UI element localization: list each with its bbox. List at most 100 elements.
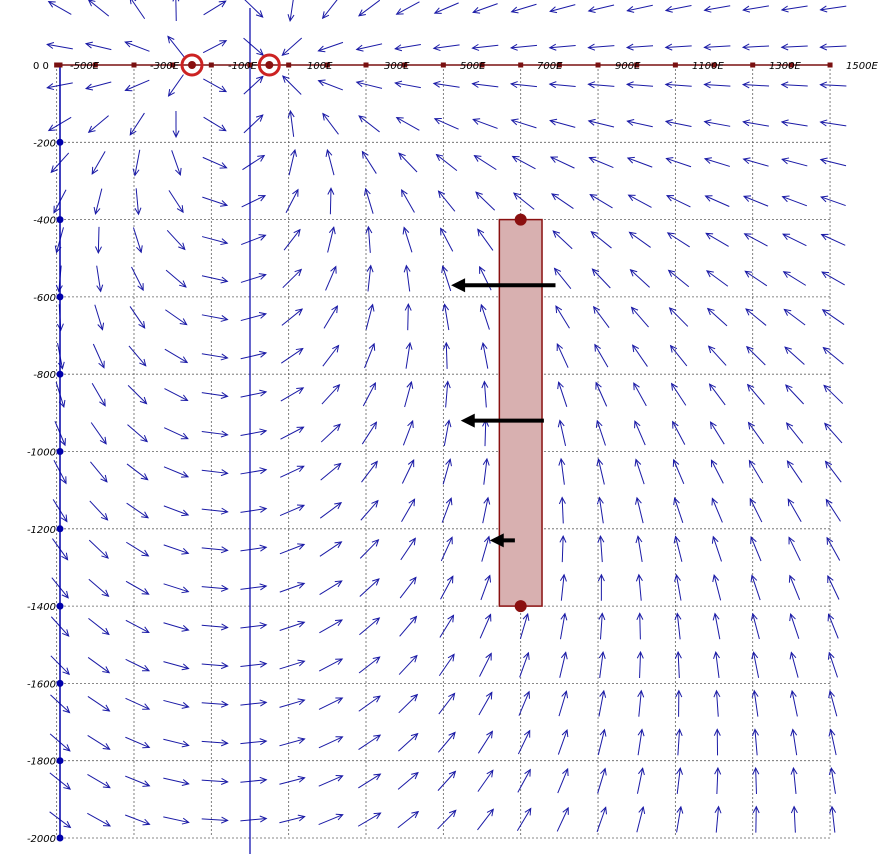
- field-arrow: [637, 613, 643, 639]
- y-tick-label: -2000: [27, 834, 56, 845]
- field-arrow: [482, 537, 490, 562]
- field-arrow: [240, 700, 266, 706]
- field-arrow: [126, 620, 149, 632]
- field-arrow-shaft: [88, 735, 110, 749]
- field-arrow-shaft: [785, 347, 804, 364]
- field-arrow: [319, 737, 343, 748]
- field-arrow: [88, 696, 110, 711]
- field-arrow: [822, 272, 845, 285]
- force-arrow-head: [451, 278, 465, 292]
- field-arrow-shaft: [167, 230, 185, 249]
- field-arrow-shaft: [397, 118, 420, 131]
- field-arrow: [397, 2, 420, 14]
- y-tick-label: -1400: [27, 602, 56, 613]
- field-arrow-shaft: [323, 346, 339, 367]
- field-arrow: [358, 774, 380, 788]
- field-arrow: [165, 310, 186, 325]
- field-arrow-shaft: [632, 307, 649, 327]
- field-arrow-head: [103, 705, 110, 711]
- field-arrow: [169, 75, 184, 96]
- field-arrow: [58, 343, 65, 369]
- field-arrow-shaft: [358, 813, 380, 826]
- field-arrow-shaft: [98, 227, 99, 253]
- field-arrow: [627, 120, 652, 127]
- field-arrow: [675, 575, 681, 601]
- field-arrow: [552, 194, 573, 209]
- field-arrow: [203, 79, 226, 92]
- field-arrow: [637, 652, 643, 678]
- field-arrow: [244, 115, 263, 133]
- field-arrow: [787, 461, 802, 483]
- field-arrow: [825, 423, 842, 442]
- field-arrow: [712, 537, 721, 562]
- field-arrow: [164, 389, 187, 401]
- field-arrow: [743, 44, 769, 50]
- field-arrow: [782, 158, 807, 166]
- field-arrow-shaft: [674, 460, 684, 484]
- field-arrow: [241, 274, 266, 283]
- field-arrow: [715, 807, 721, 833]
- field-arrow: [164, 428, 188, 439]
- field-arrow: [126, 659, 149, 670]
- field-arrow: [591, 232, 611, 248]
- electrode-center: [265, 61, 273, 69]
- field-arrow: [202, 585, 228, 591]
- field-arrow-shaft: [125, 815, 149, 824]
- field-arrow: [481, 343, 488, 369]
- field-arrow: [282, 309, 302, 325]
- field-arrow-shaft: [673, 422, 685, 445]
- field-arrow-shaft: [600, 536, 602, 562]
- field-arrow: [244, 76, 263, 94]
- field-arrow-head: [139, 321, 145, 328]
- field-arrow-shaft: [478, 731, 492, 753]
- field-arrow: [675, 613, 681, 639]
- field-arrow: [320, 503, 341, 518]
- field-arrow: [636, 536, 642, 562]
- field-arrow-shaft: [826, 461, 842, 482]
- field-arrow-shaft: [362, 422, 376, 444]
- field-arrow-shaft: [555, 268, 571, 288]
- field-arrow-shaft: [90, 501, 108, 520]
- field-arrow: [279, 738, 304, 746]
- field-arrow: [636, 575, 642, 601]
- field-arrow: [788, 499, 801, 522]
- field-arrow-head: [335, 581, 342, 587]
- field-arrow-shaft: [439, 693, 455, 714]
- field-arrow: [713, 614, 720, 640]
- field-arrow-shaft: [514, 193, 534, 209]
- field-arrow-shaft: [321, 424, 340, 442]
- field-arrow: [710, 384, 726, 405]
- field-arrow: [439, 191, 455, 211]
- field-arrow-shaft: [517, 809, 530, 831]
- field-arrow-shaft: [164, 389, 187, 401]
- field-arrow-shaft: [557, 808, 568, 832]
- field-arrow-shaft: [782, 85, 808, 86]
- field-arrow: [746, 309, 766, 325]
- field-arrow: [666, 158, 691, 167]
- field-arrow: [478, 229, 493, 250]
- field-arrow-shaft: [828, 576, 839, 599]
- field-arrow: [129, 346, 146, 366]
- x-tick-label: 100E: [307, 61, 333, 72]
- field-arrow: [357, 81, 382, 89]
- field-arrow-shaft: [321, 464, 341, 481]
- field-arrow: [125, 776, 149, 786]
- field-arrow: [280, 544, 304, 554]
- field-arrow-shaft: [705, 196, 729, 206]
- field-arrow: [202, 392, 228, 398]
- field-arrow: [165, 349, 187, 362]
- field-arrow: [133, 227, 142, 252]
- field-arrow: [667, 196, 690, 207]
- field-arrow: [441, 576, 453, 599]
- field-arrow: [284, 230, 300, 251]
- field-arrow: [751, 575, 760, 600]
- field-arrow: [783, 196, 807, 206]
- field-arrow: [240, 623, 266, 629]
- depth-tick-marker: [57, 371, 64, 378]
- field-arrow-shaft: [678, 652, 679, 678]
- field-arrow: [359, 735, 381, 749]
- field-arrow-shaft: [786, 385, 804, 404]
- field-arrow-shaft: [281, 388, 303, 401]
- field-arrow: [240, 506, 266, 512]
- field-arrow: [280, 699, 305, 707]
